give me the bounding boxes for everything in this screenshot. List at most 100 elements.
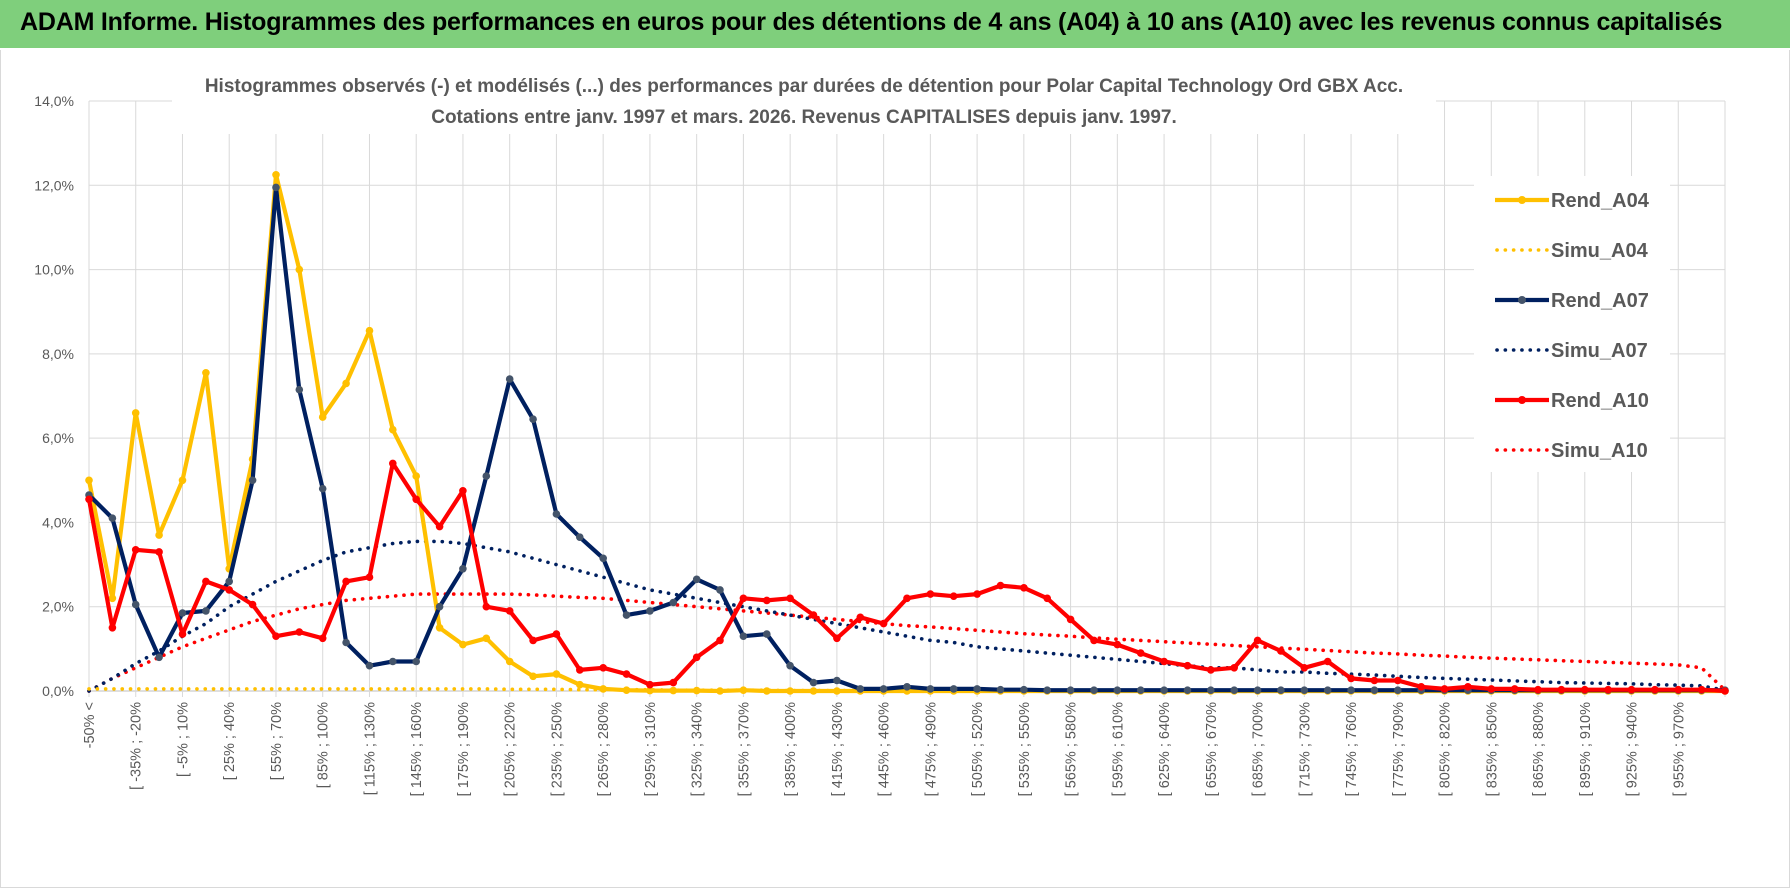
legend-label: Rend_A07 [1551,290,1649,312]
data-point [295,628,304,636]
x-tick-label: [ 205% ; 220% [503,702,519,796]
data-point [879,685,888,693]
data-point [155,653,163,662]
data-point [996,685,1005,694]
data-point [1510,685,1519,693]
data-point [1043,594,1051,603]
data-point [318,634,327,643]
data-point [389,657,397,666]
data-point [1183,686,1192,694]
data-point [529,672,537,681]
data-point [1557,685,1566,694]
x-tick-label: [ 715% ; 730% [1297,702,1313,796]
series-line [87,539,1727,693]
data-point [1347,686,1355,694]
data-point [1090,686,1098,694]
data-point [272,183,280,192]
data-point [949,685,958,693]
data-point [646,607,654,615]
data-point [1277,686,1285,694]
data-point [1370,686,1379,694]
data-point [692,653,701,662]
x-tick-label: [ 955% ; 970% [1671,702,1687,796]
data-point [318,413,327,421]
data-point [763,596,771,605]
data-point [225,577,233,586]
data-point [879,619,888,628]
data-point [1300,686,1309,694]
data-point [202,577,210,586]
y-tick-label: 4,0% [42,514,74,530]
x-tick-label: -50% < [82,702,98,748]
data-point [833,676,841,685]
data-point [809,611,818,619]
x-tick-label: [ -35% ; -20% [129,702,145,790]
data-point [1300,664,1309,672]
data-point [459,565,467,573]
data-point [552,670,561,678]
data-point [833,634,841,643]
chart-title-background [172,66,1436,134]
data-point [389,459,397,468]
y-tick-label: 8,0% [42,346,74,362]
data-point [202,607,210,615]
data-point [669,686,678,695]
data-point [763,630,771,638]
data-point [365,573,374,581]
data-point [248,600,257,609]
data-point [622,611,631,619]
data-point [1113,640,1122,649]
data-point [131,600,140,609]
data-point [1066,615,1075,624]
x-tick-label: [ 325% ; 340% [690,702,706,796]
data-point [1136,649,1145,657]
data-point [1230,686,1238,694]
data-point [108,624,117,632]
x-tick-label: [ 865% ; 880% [1531,702,1547,796]
data-point [342,577,350,586]
data-point [903,594,911,603]
data-point [318,484,327,493]
data-point [809,678,818,687]
y-tick-label: 0,0% [42,683,74,699]
x-tick-label: [ 895% ; 910% [1578,702,1594,796]
data-point [155,531,163,539]
series-line [87,687,1727,693]
x-tick-label: [ 775% ; 790% [1391,702,1407,796]
x-tick-label: [ 115% ; 130% [362,702,378,795]
x-tick-label: [ 565% ; 580% [1064,702,1080,796]
x-tick-label: [ 145% ; 160% [409,702,425,796]
data-point [412,495,421,504]
y-tick-label: 12,0% [34,177,74,193]
x-tick-label: [ 265% ; 280% [596,702,612,796]
data-point [1207,686,1215,694]
data-point [622,670,631,678]
x-tick-label: [ 295% ; 310% [643,702,659,796]
data-point [739,632,748,640]
data-point [1464,683,1472,691]
data-point [435,624,444,632]
data-point [1090,636,1098,645]
data-point [1627,685,1636,694]
data-point [178,609,187,617]
legend: Rend_A04 Simu_A04 Rend_A07 Simu_A07 Rend_A10… [1474,176,1670,472]
data-point [1160,657,1168,666]
data-point [622,686,631,694]
data-point [763,687,771,695]
data-point [669,598,678,607]
data-point [973,685,981,693]
series-simu_a10 [87,592,1727,693]
series-line [87,592,1727,693]
data-point [529,636,537,645]
data-point [1604,685,1612,694]
data-point [295,265,304,274]
data-point [459,640,467,649]
x-tick-label: [ 685% ; 700% [1251,702,1267,796]
data-point [926,590,935,598]
data-point [505,607,514,615]
data-point [692,575,701,584]
series-rend_a10 [85,459,1729,695]
data-point [435,522,444,531]
data-point [833,687,841,695]
legend-item-simu_a07: Simu_A07 [1495,340,1648,362]
